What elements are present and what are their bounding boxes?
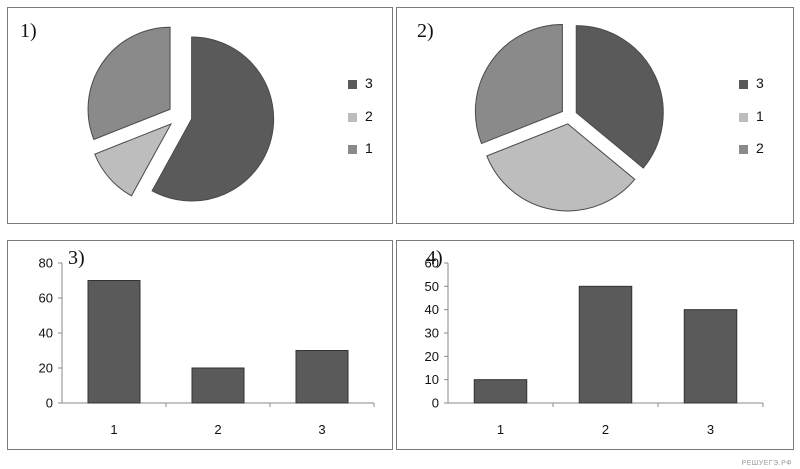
bar-chart-4: 0 10 20 30 40 50 60 1 2 3 — [425, 256, 764, 437]
bar-3 — [683, 309, 738, 404]
legend-item: 3 — [348, 75, 373, 91]
legend-item: 1 — [739, 108, 764, 124]
pie-slice-2 — [474, 24, 563, 145]
panel-label-2: 2) — [417, 20, 434, 42]
pie-slice-3 — [575, 25, 664, 169]
y-tick-label: 60 — [39, 291, 53, 306]
y-tick-label: 0 — [432, 396, 439, 411]
pie-slice-1 — [87, 26, 171, 141]
panel-label-3: 3) — [68, 247, 85, 269]
legend-label: 1 — [365, 140, 373, 156]
legend-item: 2 — [739, 140, 764, 156]
panel-label-1: 1) — [20, 20, 37, 42]
legend-item: 2 — [348, 108, 373, 124]
bar-2 — [578, 285, 633, 404]
pie-slice-2 — [94, 122, 173, 197]
legend-label: 1 — [756, 108, 764, 124]
pie-slice-3 — [151, 36, 275, 202]
y-tick-label: 80 — [39, 256, 53, 271]
legend-label: 3 — [365, 75, 373, 91]
legend-label: 2 — [365, 108, 373, 124]
bar-1 — [473, 379, 528, 404]
pie-chart-panel-1: 1) 3 2 1 — [7, 7, 393, 224]
legend-label: 3 — [756, 75, 764, 91]
y-tick-label: 60 — [425, 256, 439, 271]
bar-chart-panel-4: 0 10 20 30 40 50 60 1 2 3 4) — [396, 240, 794, 450]
panel-label-4: 4) — [426, 247, 443, 269]
pie-chart-2 — [474, 24, 664, 212]
legend-swatch — [739, 112, 748, 122]
y-tick-label: 30 — [425, 326, 439, 341]
legend-swatch — [348, 112, 357, 122]
x-tick-label: 2 — [602, 422, 609, 437]
legend-swatch — [348, 144, 357, 154]
pie-chart-panel-2: 2) 3 1 2 — [396, 7, 794, 224]
x-tick-label: 3 — [318, 422, 325, 437]
bar-2 — [191, 367, 245, 404]
legend-swatch — [348, 79, 357, 89]
y-tick-label: 40 — [39, 326, 53, 341]
legend-label: 2 — [756, 140, 764, 156]
legend-swatch — [739, 79, 748, 89]
x-tick-label: 3 — [707, 422, 714, 437]
bar-chart-panel-3: 0 20 40 60 80 1 2 3 3) — [7, 240, 393, 450]
legend-swatch — [739, 144, 748, 154]
y-tick-label: 50 — [425, 279, 439, 294]
pie-slice-1 — [486, 123, 636, 212]
y-tick-label: 20 — [425, 349, 439, 364]
x-tick-label: 2 — [214, 422, 221, 437]
x-tick-label: 1 — [497, 422, 504, 437]
y-tick-label: 0 — [46, 396, 53, 411]
y-tick-label: 40 — [425, 302, 439, 317]
watermark: РЕШУЕГЭ.РФ — [741, 460, 792, 467]
legend-item: 1 — [348, 140, 373, 156]
pie-chart-1 — [87, 26, 275, 202]
bar-3 — [295, 350, 349, 404]
bar-1 — [87, 280, 141, 404]
y-tick-label: 20 — [39, 361, 53, 376]
y-tick-label: 10 — [425, 372, 439, 387]
x-tick-label: 1 — [110, 422, 117, 437]
legend-item: 3 — [739, 75, 764, 91]
bar-chart-3: 0 20 40 60 80 1 2 3 — [39, 256, 375, 437]
